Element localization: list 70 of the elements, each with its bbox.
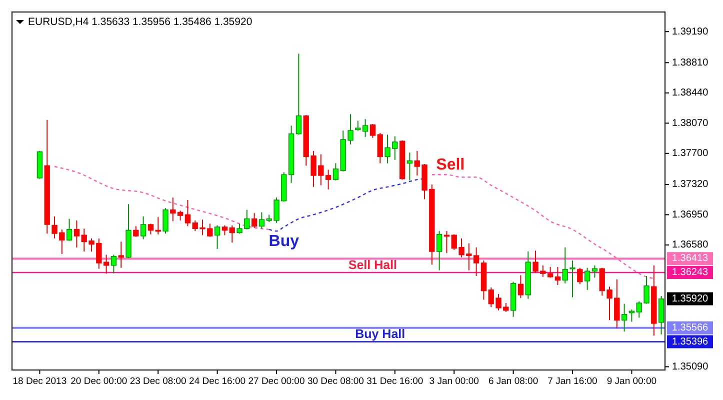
candlestick [570, 260, 576, 298]
candlestick [110, 254, 117, 274]
x-tick-label: 7 Jan 16:00 [548, 376, 598, 387]
candlestick [177, 210, 184, 221]
ref-line-label: 1.35566 [672, 322, 709, 334]
y-tick-label: 1.37700 [672, 148, 709, 160]
candlestick [370, 123, 376, 138]
x-tick-label: 20 Dec 00:00 [70, 376, 128, 387]
y-tick-label: 1.38440 [672, 88, 709, 99]
x-tick-label: 18 Dec 2013 [12, 376, 67, 387]
x-tick-label: 9 Jan 00:00 [606, 376, 657, 387]
candlestick [140, 216, 146, 240]
candlestick [332, 162, 339, 181]
x-tick-label: 23 Dec 08:00 [130, 376, 186, 387]
x-tick-label: 27 Dec 00:00 [248, 376, 305, 387]
annotation: Sell Hall [348, 258, 398, 272]
candlestick [473, 246, 480, 277]
candlestick [577, 267, 583, 285]
x-tick-label: 24 Dec 16:00 [189, 376, 246, 387]
candlestick [251, 212, 258, 228]
candlestick [406, 152, 413, 181]
chart-title: EURUSD,H4 1.35633 1.35956 1.35486 1.35920 [28, 16, 252, 28]
line-series [431, 174, 654, 280]
candlestick [377, 132, 383, 164]
candlestick [103, 254, 110, 274]
candlestick [592, 264, 598, 278]
candlestick [133, 226, 139, 238]
y-tick-label: 1.36580 [672, 240, 709, 251]
y-tick-label: 1.38070 [672, 118, 709, 129]
candlestick [584, 267, 590, 290]
candlestick [162, 208, 168, 234]
ref-line-label: 1.35396 [672, 336, 709, 348]
x-tick-label: 3 Jan 00:00 [429, 376, 479, 387]
candlestick [658, 295, 664, 335]
candlestick [562, 246, 568, 284]
ref-line-label: 1.36413 [672, 253, 709, 264]
y-tick-label: 1.39190 [672, 26, 709, 38]
candlestick [184, 199, 191, 227]
y-tick-label: 1.36950 [672, 209, 709, 220]
candlestick [362, 118, 368, 138]
candlestick [554, 266, 561, 286]
candlestick [444, 230, 450, 254]
x-tick-label: 30 Dec 08:00 [307, 376, 364, 387]
text: 1.35920 [672, 293, 709, 304]
candlestick [66, 218, 72, 242]
candlestick [325, 169, 332, 190]
candlestick [170, 197, 176, 222]
candlestick [547, 266, 554, 278]
candlestick [621, 303, 628, 332]
ref-line-label: 1.36243 [672, 267, 709, 278]
y-tick-label: 1.37320 [672, 179, 709, 190]
candlestick [296, 53, 302, 136]
y-tick-label: 1.38810 [672, 57, 709, 68]
candlestick [518, 274, 524, 299]
candlestick [355, 120, 361, 132]
candlestick [214, 224, 220, 250]
candlestick [148, 223, 154, 235]
candlestick [74, 220, 80, 248]
x-tick-label: 6 Jan 08:00 [488, 376, 538, 387]
line-series [54, 166, 270, 230]
annotation: Sell [436, 156, 465, 174]
x-tick-label: 31 Dec 16:00 [366, 376, 424, 387]
candlestick [229, 224, 235, 243]
candlestick [258, 212, 265, 230]
candlestick [118, 241, 124, 268]
annotation: Buy Hall [355, 327, 406, 342]
candlestick [436, 230, 442, 271]
candlestick [222, 224, 228, 236]
y-tick-label: 1.35090 [672, 361, 709, 372]
annotation: Buy [268, 233, 300, 250]
